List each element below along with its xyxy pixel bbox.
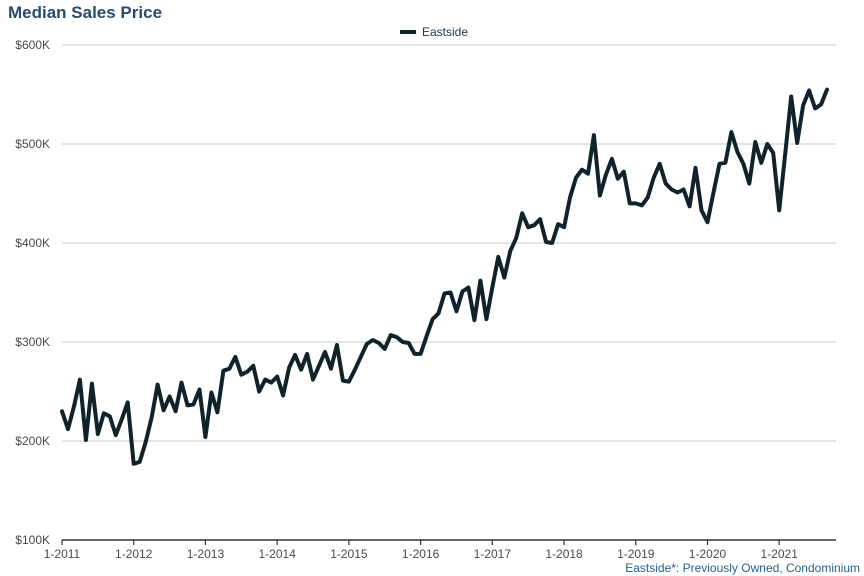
x-tick-label: 1-2016 [402, 547, 440, 561]
y-axis: $100K $200K $300K $400K $500K $600K [15, 38, 50, 547]
legend-label-eastside: Eastside [422, 25, 469, 39]
y-tick-label: $300K [15, 335, 50, 349]
series-line-eastside [60, 87, 829, 466]
x-tick-label: 1-2011 [44, 547, 81, 561]
y-tick-label: $500K [15, 137, 50, 151]
chart-title: Median Sales Price [8, 3, 163, 22]
x-tick-label: 1-2019 [617, 547, 655, 561]
x-tick-label: 1-2020 [689, 547, 727, 561]
x-tick-label: 1-2012 [115, 547, 153, 561]
x-tick-label: 1-2017 [474, 547, 512, 561]
y-tick-label: $200K [15, 434, 50, 448]
y-tick-label: $100K [15, 533, 50, 547]
legend: Eastside [400, 25, 468, 39]
y-tick-label: $600K [15, 38, 50, 52]
series-eastside [60, 87, 829, 466]
x-tick-label: 1-2015 [330, 547, 368, 561]
x-tick-label: 1-2018 [545, 547, 583, 561]
x-tick-label: 1-2013 [187, 547, 225, 561]
y-tick-label: $400K [15, 236, 50, 250]
x-tick-label: 1-2021 [761, 547, 799, 561]
x-tick-label: 1-2014 [258, 547, 296, 561]
legend-swatch-eastside [400, 30, 416, 34]
x-axis: 1-2011 1-2012 1-2013 1-2014 1-2015 1-2016 1-20… [44, 540, 798, 561]
footnote: Eastside*: Previously Owned, Condominium [625, 561, 860, 575]
